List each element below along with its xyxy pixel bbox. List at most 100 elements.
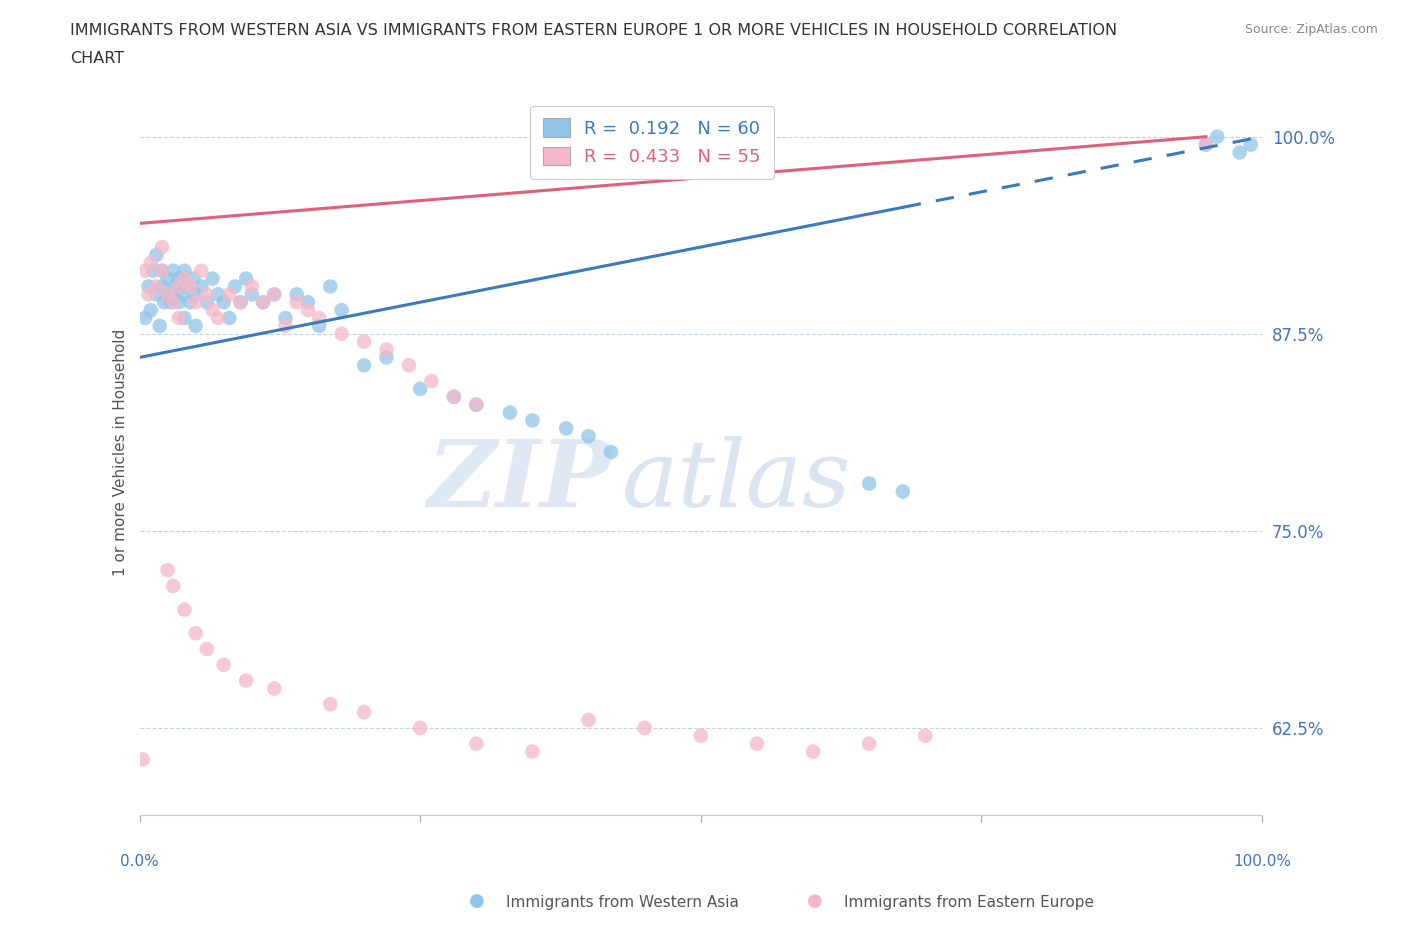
Point: [891, 484, 914, 498]
Point: [149, 318, 172, 333]
Point: [1195, 137, 1218, 152]
Point: [167, 279, 190, 294]
Point: [801, 744, 824, 759]
Point: [240, 279, 263, 294]
Point: [409, 721, 432, 736]
Point: [235, 673, 257, 688]
Point: [235, 272, 257, 286]
Point: [173, 263, 195, 278]
Point: [176, 279, 198, 294]
Point: [190, 279, 212, 294]
Text: Immigrants from Eastern Europe: Immigrants from Eastern Europe: [844, 895, 1094, 910]
Text: ZIP: ZIP: [427, 436, 612, 526]
Point: [634, 721, 657, 736]
Point: [145, 279, 167, 294]
Point: [156, 563, 179, 578]
Point: [522, 744, 544, 759]
Point: [134, 263, 156, 278]
Point: [465, 737, 488, 751]
Point: [173, 272, 195, 286]
Text: ●: ●: [470, 892, 485, 910]
Point: [173, 603, 195, 618]
Point: [353, 705, 375, 720]
Point: [212, 295, 235, 310]
Point: [1240, 137, 1263, 152]
Point: [184, 295, 207, 310]
Point: [229, 295, 252, 310]
Point: [689, 728, 711, 743]
Point: [142, 263, 165, 278]
Point: [409, 381, 432, 396]
Point: [240, 286, 263, 301]
Point: [138, 279, 160, 294]
Point: [578, 712, 600, 727]
Text: atlas: atlas: [623, 436, 852, 526]
Point: [156, 286, 179, 301]
Point: [162, 286, 184, 301]
Point: [252, 295, 274, 310]
Point: [153, 295, 176, 310]
Text: 100.0%: 100.0%: [1233, 854, 1291, 869]
Point: [263, 286, 285, 301]
Point: [224, 279, 246, 294]
Point: [150, 263, 173, 278]
Point: [465, 397, 488, 412]
Point: [207, 311, 229, 325]
Point: [858, 737, 880, 751]
Point: [179, 295, 201, 310]
Point: [308, 311, 330, 325]
Point: [173, 311, 195, 325]
Point: [162, 295, 184, 310]
Point: [229, 295, 252, 310]
Point: [1229, 145, 1251, 160]
Point: [330, 326, 353, 341]
Point: [274, 311, 297, 325]
Point: [184, 286, 207, 301]
Point: [297, 295, 319, 310]
Point: [156, 272, 179, 286]
Point: [319, 697, 342, 711]
Point: [263, 681, 285, 696]
Point: [263, 286, 285, 301]
Point: [139, 256, 162, 271]
Point: [150, 263, 173, 278]
Point: [745, 737, 768, 751]
Point: [353, 358, 375, 373]
Point: [145, 247, 167, 262]
Point: [139, 302, 162, 317]
Point: [132, 752, 155, 767]
Point: [297, 302, 319, 317]
Point: [183, 272, 205, 286]
Point: [555, 421, 578, 436]
Point: [145, 286, 167, 301]
Point: [420, 374, 443, 389]
Point: [167, 295, 190, 310]
Point: [195, 642, 218, 657]
Point: [165, 279, 187, 294]
Point: [375, 342, 398, 357]
Point: [1195, 137, 1218, 152]
Point: [398, 358, 420, 373]
Point: [914, 728, 936, 743]
Point: [201, 302, 224, 317]
Point: [218, 286, 240, 301]
Text: IMMIGRANTS FROM WESTERN ASIA VS IMMIGRANTS FROM EASTERN EUROPE 1 OR MORE VEHICLE: IMMIGRANTS FROM WESTERN ASIA VS IMMIGRAN…: [70, 23, 1118, 38]
Text: CHART: CHART: [70, 51, 124, 66]
Y-axis label: 1 or more Vehicles in Household: 1 or more Vehicles in Household: [114, 328, 128, 576]
Point: [375, 350, 398, 365]
Legend: R =  0.192   N = 60, R =  0.433   N = 55: R = 0.192 N = 60, R = 0.433 N = 55: [530, 106, 773, 179]
Point: [330, 302, 353, 317]
Point: [443, 390, 465, 405]
Point: [167, 272, 190, 286]
Point: [150, 279, 173, 294]
Point: [465, 397, 488, 412]
Point: [195, 286, 218, 301]
Point: [195, 295, 218, 310]
Point: [522, 413, 544, 428]
Point: [252, 295, 274, 310]
Point: [138, 286, 160, 301]
Point: [600, 445, 623, 459]
Point: [285, 295, 308, 310]
Point: [184, 318, 207, 333]
Point: [308, 318, 330, 333]
